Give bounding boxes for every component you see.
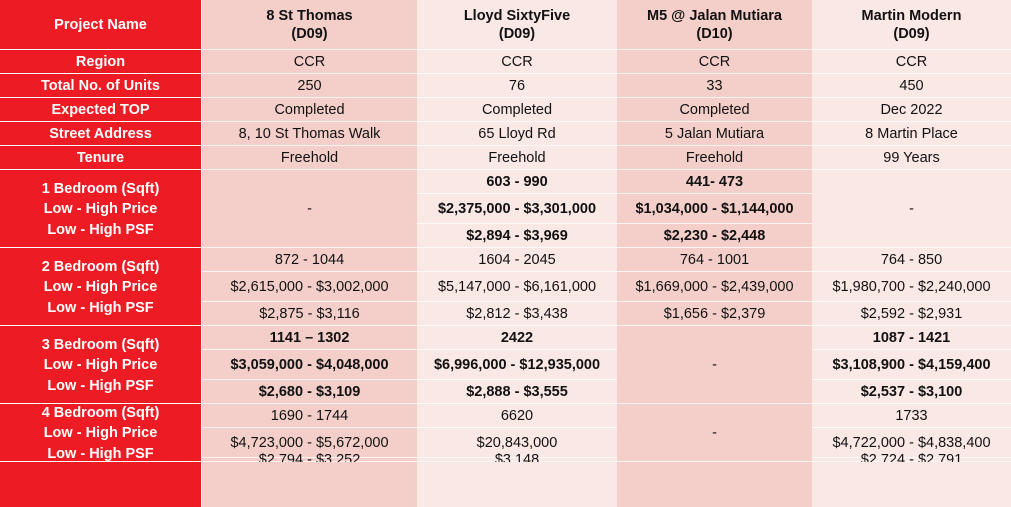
- bedroom-label-line: Low - High PSF: [47, 299, 154, 316]
- info-cell: Freehold: [417, 146, 617, 170]
- bedroom-label-line: 4 Bedroom (Sqft): [41, 404, 160, 421]
- bedroom-label-line: Low - High Price: [43, 201, 158, 218]
- sqft-cell: 1604 - 2045: [417, 248, 617, 272]
- project-district: (D09): [291, 25, 328, 42]
- price-cell: $4,723,000 - $5,672,000: [202, 428, 417, 458]
- bottom-strip: [617, 462, 812, 507]
- bottom-strip: [417, 462, 617, 507]
- sqft-cell: 1733: [812, 404, 1011, 428]
- empty-cell: -: [202, 170, 417, 248]
- psf-cell: $2,894 - $3,969: [417, 224, 617, 248]
- bedroom-label-line: Low - High Price: [43, 357, 158, 374]
- psf-cell: $2,680 - $3,109: [202, 380, 417, 404]
- project-header: Martin Modern (D09): [812, 0, 1011, 50]
- empty-cell: -: [812, 170, 1011, 248]
- empty-cell: -: [617, 326, 812, 404]
- price-cell: $1,980,700 - $2,240,000: [812, 272, 1011, 302]
- bedroom-label-line: 1 Bedroom (Sqft): [41, 180, 160, 197]
- sqft-cell: 603 - 990: [417, 170, 617, 194]
- psf-cell: $1,656 - $2,379: [617, 302, 812, 326]
- sqft-cell: 1087 - 1421: [812, 326, 1011, 350]
- info-cell: CCR: [202, 50, 417, 74]
- info-cell: CCR: [812, 50, 1011, 74]
- price-cell: $6,996,000 - $12,935,000: [417, 350, 617, 380]
- sqft-cell: 764 - 1001: [617, 248, 812, 272]
- price-cell: $3,108,900 - $4,159,400: [812, 350, 1011, 380]
- bedroom-label-line: Low - High Price: [43, 279, 158, 296]
- sqft-cell: 1690 - 1744: [202, 404, 417, 428]
- psf-cell: $2,230 - $2,448: [617, 224, 812, 248]
- info-cell: 76: [417, 74, 617, 98]
- project-header: 8 St Thomas (D09): [202, 0, 417, 50]
- project-district: (D10): [696, 25, 733, 42]
- info-cell: 5 Jalan Mutiara: [617, 122, 812, 146]
- project-name: Lloyd SixtyFive: [463, 7, 571, 24]
- info-cell: 65 Lloyd Rd: [417, 122, 617, 146]
- bottom-strip: [812, 462, 1011, 507]
- row-label: Region: [0, 50, 202, 74]
- project-name: M5 @ Jalan Mutiara: [646, 7, 782, 24]
- sqft-cell: 2422: [417, 326, 617, 350]
- psf-cell: $2,875 - $3,116: [202, 302, 417, 326]
- bottom-strip: [202, 462, 417, 507]
- bedroom-label-line: Low - High PSF: [47, 377, 154, 394]
- project-name: 8 St Thomas: [266, 7, 353, 24]
- info-cell: 8, 10 St Thomas Walk: [202, 122, 417, 146]
- project-district: (D09): [893, 25, 930, 42]
- price-cell: $20,843,000: [417, 428, 617, 458]
- sqft-cell: 872 - 1044: [202, 248, 417, 272]
- bedroom-label-line: 2 Bedroom (Sqft): [41, 258, 160, 275]
- info-cell: 99 Years: [812, 146, 1011, 170]
- info-cell: CCR: [617, 50, 812, 74]
- bedroom-label-line: Low - High PSF: [47, 445, 154, 462]
- psf-cell: $2,537 - $3,100: [812, 380, 1011, 404]
- info-cell: 450: [812, 74, 1011, 98]
- empty-cell: -: [617, 404, 812, 462]
- psf-cell: $2,812 - $3,438: [417, 302, 617, 326]
- bottom-strip: [0, 462, 202, 507]
- bedroom-label-line: 3 Bedroom (Sqft): [41, 336, 160, 353]
- info-cell: Freehold: [202, 146, 417, 170]
- bedroom-group-label: 3 Bedroom (Sqft) Low - High Price Low - Hi…: [0, 326, 202, 404]
- info-cell: Dec 2022: [812, 98, 1011, 122]
- bedroom-group-label: 2 Bedroom (Sqft) Low - High Price Low - Hi…: [0, 248, 202, 326]
- bedroom-group-label: 1 Bedroom (Sqft) Low - High Price Low - Hi…: [0, 170, 202, 248]
- price-cell: $5,147,000 - $6,161,000: [417, 272, 617, 302]
- price-cell: $1,669,000 - $2,439,000: [617, 272, 812, 302]
- price-cell: $2,615,000 - $3,002,000: [202, 272, 417, 302]
- info-cell: 8 Martin Place: [812, 122, 1011, 146]
- bedroom-group-label: 4 Bedroom (Sqft) Low - High Price Low - Hi…: [0, 404, 202, 462]
- row-label: Total No. of Units: [0, 74, 202, 98]
- price-cell: $2,375,000 - $3,301,000: [417, 194, 617, 224]
- project-district: (D09): [498, 25, 536, 42]
- price-cell: $1,034,000 - $1,144,000: [617, 194, 812, 224]
- info-cell: Completed: [617, 98, 812, 122]
- row-label: Expected TOP: [0, 98, 202, 122]
- project-header: M5 @ Jalan Mutiara (D10): [617, 0, 812, 50]
- project-header: Lloyd SixtyFive (D09): [417, 0, 617, 50]
- info-cell: Completed: [202, 98, 417, 122]
- info-cell: CCR: [417, 50, 617, 74]
- project-name: Martin Modern: [861, 7, 962, 24]
- info-cell: Freehold: [617, 146, 812, 170]
- info-cell: 250: [202, 74, 417, 98]
- psf-cell: $2,592 - $2,931: [812, 302, 1011, 326]
- info-cell: Completed: [417, 98, 617, 122]
- sqft-cell: 1141 – 1302: [202, 326, 417, 350]
- bedroom-label-line: Low - High Price: [43, 425, 158, 442]
- price-cell: $4,722,000 - $4,838,400: [812, 428, 1011, 458]
- header-label: Project Name: [0, 0, 202, 50]
- row-label: Street Address: [0, 122, 202, 146]
- sqft-cell: 764 - 850: [812, 248, 1011, 272]
- price-cell: $3,059,000 - $4,048,000: [202, 350, 417, 380]
- sqft-cell: 6620: [417, 404, 617, 428]
- bedroom-label-line: Low - High PSF: [47, 221, 154, 238]
- sqft-cell: 441- 473: [617, 170, 812, 194]
- psf-cell: $2,888 - $3,555: [417, 380, 617, 404]
- row-label: Tenure: [0, 146, 202, 170]
- info-cell: 33: [617, 74, 812, 98]
